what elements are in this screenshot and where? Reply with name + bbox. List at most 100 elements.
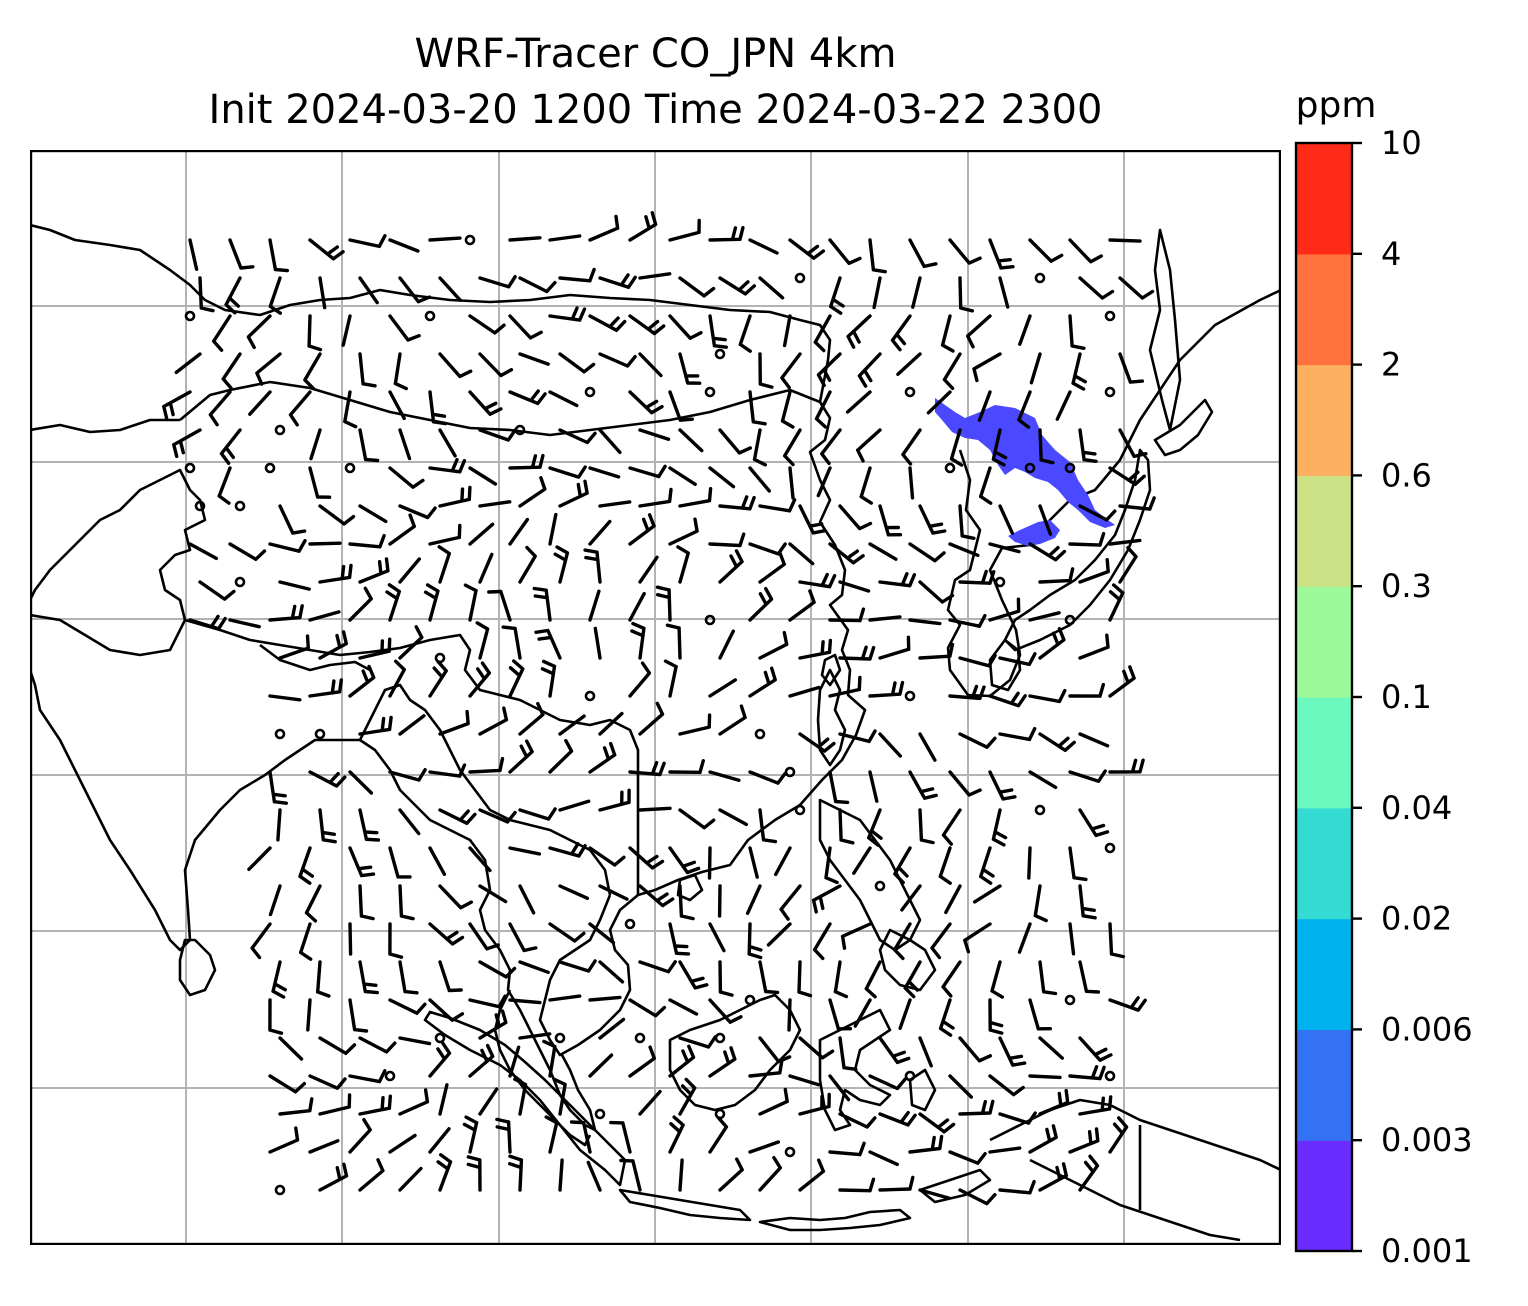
wind-barb (958, 1099, 995, 1116)
wind-barb (398, 557, 421, 584)
wind-barb (638, 555, 659, 584)
wind-barb (1028, 770, 1058, 790)
wind-barb (867, 808, 883, 847)
wind-barb (665, 623, 682, 660)
wind-barb (544, 1115, 559, 1154)
coastline-philippines (816, 668, 847, 767)
wind-barb-calm (704, 614, 716, 626)
wind-barb (828, 1141, 866, 1157)
wind-barb (628, 211, 658, 242)
wind-barb (840, 922, 872, 950)
wind-barb (428, 998, 465, 1022)
wind-barb (878, 732, 902, 758)
wind-barb-calm (744, 994, 756, 1006)
wind-barb (1028, 1124, 1058, 1154)
wind-barb (708, 1046, 737, 1078)
wind-barb (628, 846, 665, 870)
wind-barb (998, 1179, 1036, 1195)
wind-barb (341, 314, 352, 347)
wind-barb (588, 995, 622, 1002)
wind-barb (548, 390, 579, 408)
wind-barb (398, 428, 412, 461)
wind-barb (1078, 276, 1115, 300)
wind-barb (1078, 808, 1110, 838)
wind-barb (388, 390, 406, 421)
wind-barb (941, 960, 962, 998)
wind-barb (1027, 846, 1032, 880)
wind-barb (398, 1166, 423, 1192)
wind-barb (348, 1069, 387, 1084)
wind-barb (478, 552, 494, 584)
wind-barb (518, 960, 550, 974)
wind-barb (668, 218, 701, 242)
wind-barb (828, 1074, 851, 1102)
wind-barb-calm (274, 424, 286, 436)
wind-barb (1028, 542, 1067, 562)
border-central-asia (30, 418, 180, 434)
wind-barb (930, 922, 952, 960)
wind-barb (1108, 583, 1125, 622)
wind-barb-calm (784, 766, 796, 778)
wind-barb (908, 542, 946, 563)
wind-barb (988, 542, 1021, 554)
wind-barb (828, 238, 862, 265)
wind-barb (508, 998, 542, 1005)
wind-barb (478, 884, 508, 904)
colorbar-tick-label: 0.3 (1381, 567, 1432, 605)
wind-barb-calm (1064, 462, 1076, 474)
wind-barb (748, 770, 787, 785)
wind-barb (857, 352, 882, 388)
wind-barb (766, 922, 792, 947)
coastline-timor (918, 1168, 992, 1204)
wind-barb (1078, 1095, 1113, 1116)
colorbar-tick-label: 0.006 (1381, 1010, 1473, 1048)
wind-barb (586, 1160, 602, 1192)
wind-barb (468, 994, 507, 1009)
wind-barb (828, 770, 850, 805)
wind-barb (436, 1153, 453, 1192)
wind-barb (518, 702, 545, 736)
wind-barb (958, 1036, 992, 1063)
wind-barb (678, 960, 709, 990)
wind-barb (388, 513, 416, 546)
wind-barb (872, 276, 882, 310)
wind-barb (1068, 922, 1076, 956)
wind-barb (388, 466, 425, 489)
wind-barb (1118, 352, 1145, 384)
colorbar-bin (1296, 143, 1352, 255)
wind-barb (316, 960, 331, 998)
wind-barb (438, 808, 477, 825)
wind-barb (348, 770, 374, 795)
wind-barb (508, 846, 542, 856)
wind-barb (868, 1074, 907, 1091)
wind-barb (475, 621, 490, 660)
wind-barb (548, 922, 586, 943)
wind-barb (478, 1087, 499, 1116)
wind-barb (918, 732, 937, 762)
wind-barb (188, 614, 227, 631)
wind-barb (1028, 1074, 1062, 1080)
wind-barb (1028, 998, 1052, 1031)
wind-barb (308, 466, 332, 499)
wind-barb (548, 512, 558, 546)
wind-barb (358, 1036, 397, 1054)
wind-barb (1017, 390, 1032, 429)
wind-barb (779, 884, 802, 921)
wind-barb (828, 542, 865, 565)
wind-barb (918, 1036, 933, 1068)
wind-barb (462, 1115, 479, 1154)
coastline-sri-lanka (178, 938, 217, 997)
wind-barb (676, 545, 690, 584)
colorbar-tick-label: 0.001 (1381, 1232, 1473, 1270)
wind-barb (774, 846, 792, 877)
wind-barb (918, 808, 935, 845)
wind-barb (782, 314, 792, 348)
wind-barb (758, 960, 780, 995)
wind-barb (1078, 1036, 1113, 1062)
wind-barb (276, 808, 282, 842)
wind-barb (758, 551, 786, 584)
wind-barb (428, 458, 467, 474)
wind-barb (948, 770, 982, 797)
map-panel (30, 150, 1281, 1245)
wind-barb (828, 675, 862, 698)
